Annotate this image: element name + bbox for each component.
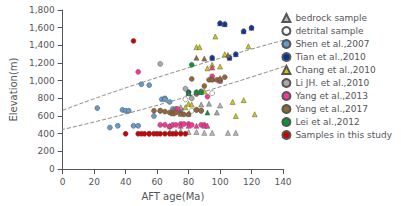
svg-text:100: 100 (211, 177, 228, 187)
svg-text:400: 400 (37, 129, 54, 139)
svg-text:detrital sample: detrital sample (295, 26, 364, 36)
svg-text:Lei et al.,2012: Lei et al.,2012 (295, 117, 359, 127)
svg-text:40: 40 (120, 177, 132, 187)
svg-text:AFT age(Ma): AFT age(Ma) (141, 191, 204, 202)
svg-text:120: 120 (243, 177, 260, 187)
svg-text:600: 600 (37, 111, 54, 121)
svg-text:140: 140 (274, 177, 291, 187)
svg-text:20: 20 (88, 177, 100, 187)
svg-text:60: 60 (151, 177, 163, 187)
svg-text:Li JH. et al.,2010: Li JH. et al.,2010 (295, 78, 369, 88)
svg-text:Yang et al.,2013: Yang et al.,2013 (294, 91, 368, 101)
svg-text:Elevation(m): Elevation(m) (8, 57, 19, 121)
svg-text:1,600: 1,600 (29, 23, 55, 33)
svg-text:200: 200 (37, 146, 54, 156)
svg-text:Shen et al.,2007: Shen et al.,2007 (295, 39, 369, 49)
svg-text:Yang et al.,2017: Yang et al.,2017 (294, 104, 368, 114)
svg-text:Chang et al.,2010: Chang et al.,2010 (295, 65, 376, 75)
svg-text:1,400: 1,400 (29, 40, 55, 50)
svg-text:1,200: 1,200 (29, 58, 55, 68)
svg-text:0: 0 (60, 177, 66, 187)
svg-text:80: 80 (183, 177, 195, 187)
svg-text:1,000: 1,000 (29, 76, 55, 86)
svg-text:bedrock sample: bedrock sample (295, 13, 367, 23)
svg-text:0: 0 (49, 164, 55, 174)
svg-text:Samples in this study: Samples in this study (295, 130, 392, 140)
svg-text:Tian et al.,2010: Tian et al.,2010 (294, 52, 366, 62)
svg-text:800: 800 (37, 93, 54, 103)
svg-text:1,800: 1,800 (29, 5, 55, 15)
